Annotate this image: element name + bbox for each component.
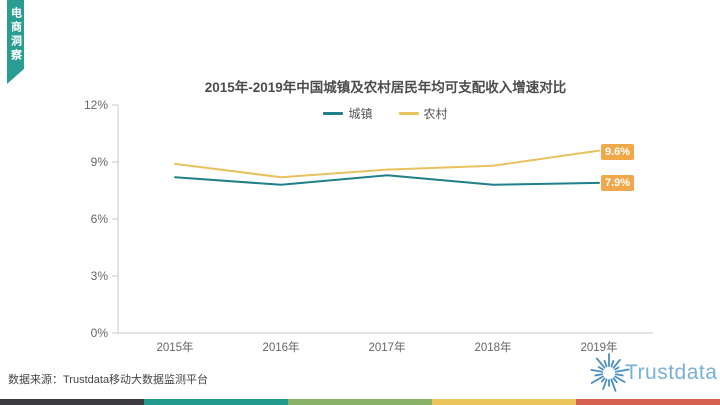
svg-text:9%: 9% <box>91 155 109 169</box>
svg-text:2019年: 2019年 <box>580 340 617 354</box>
data-label-badge-urban: 7.9% <box>601 175 634 191</box>
corner-ribbon: 电商洞察 <box>7 0 24 84</box>
chart-title: 2015年-2019年中国城镇及农村居民年均可支配收入增速对比 <box>204 80 567 95</box>
chart-legend: 城镇 农村 <box>118 105 653 122</box>
footer-bar-segment <box>288 399 432 405</box>
series-line-1 <box>174 149 600 179</box>
legend-item-urban: 城镇 <box>323 105 373 122</box>
svg-text:2015年: 2015年 <box>156 340 193 354</box>
data-label-badge-rural: 9.6% <box>601 144 634 160</box>
svg-text:0%: 0% <box>91 326 109 340</box>
ribbon-label: 电商洞察 <box>9 7 22 63</box>
legend-label-urban: 城镇 <box>348 107 373 121</box>
svg-text:2018年: 2018年 <box>474 340 511 354</box>
footer-color-bar <box>0 399 720 405</box>
legend-label-rural: 农村 <box>423 107 448 121</box>
svg-text:2017年: 2017年 <box>368 340 405 354</box>
svg-text:3%: 3% <box>91 269 109 283</box>
urban-line-swatch <box>323 112 344 115</box>
footer-bar-segment <box>576 399 720 405</box>
data-source-note: 数据来源：Trustdata移动大数据监测平台 <box>8 374 209 386</box>
footer-bar-segment <box>0 399 144 405</box>
legend-item-rural: 农村 <box>398 105 448 122</box>
svg-text:12%: 12% <box>84 98 108 112</box>
svg-text:2016年: 2016年 <box>262 340 299 354</box>
trustdata-logo: Trustdata <box>586 350 717 396</box>
rural-line-swatch <box>398 112 419 115</box>
footer-bar-segment <box>432 399 576 405</box>
series-line-0 <box>174 174 600 186</box>
svg-text:6%: 6% <box>91 212 109 226</box>
footer-bar-segment <box>144 399 288 405</box>
trustdata-logo-text: Trustdata <box>625 361 718 384</box>
sunburst-icon <box>590 353 630 392</box>
